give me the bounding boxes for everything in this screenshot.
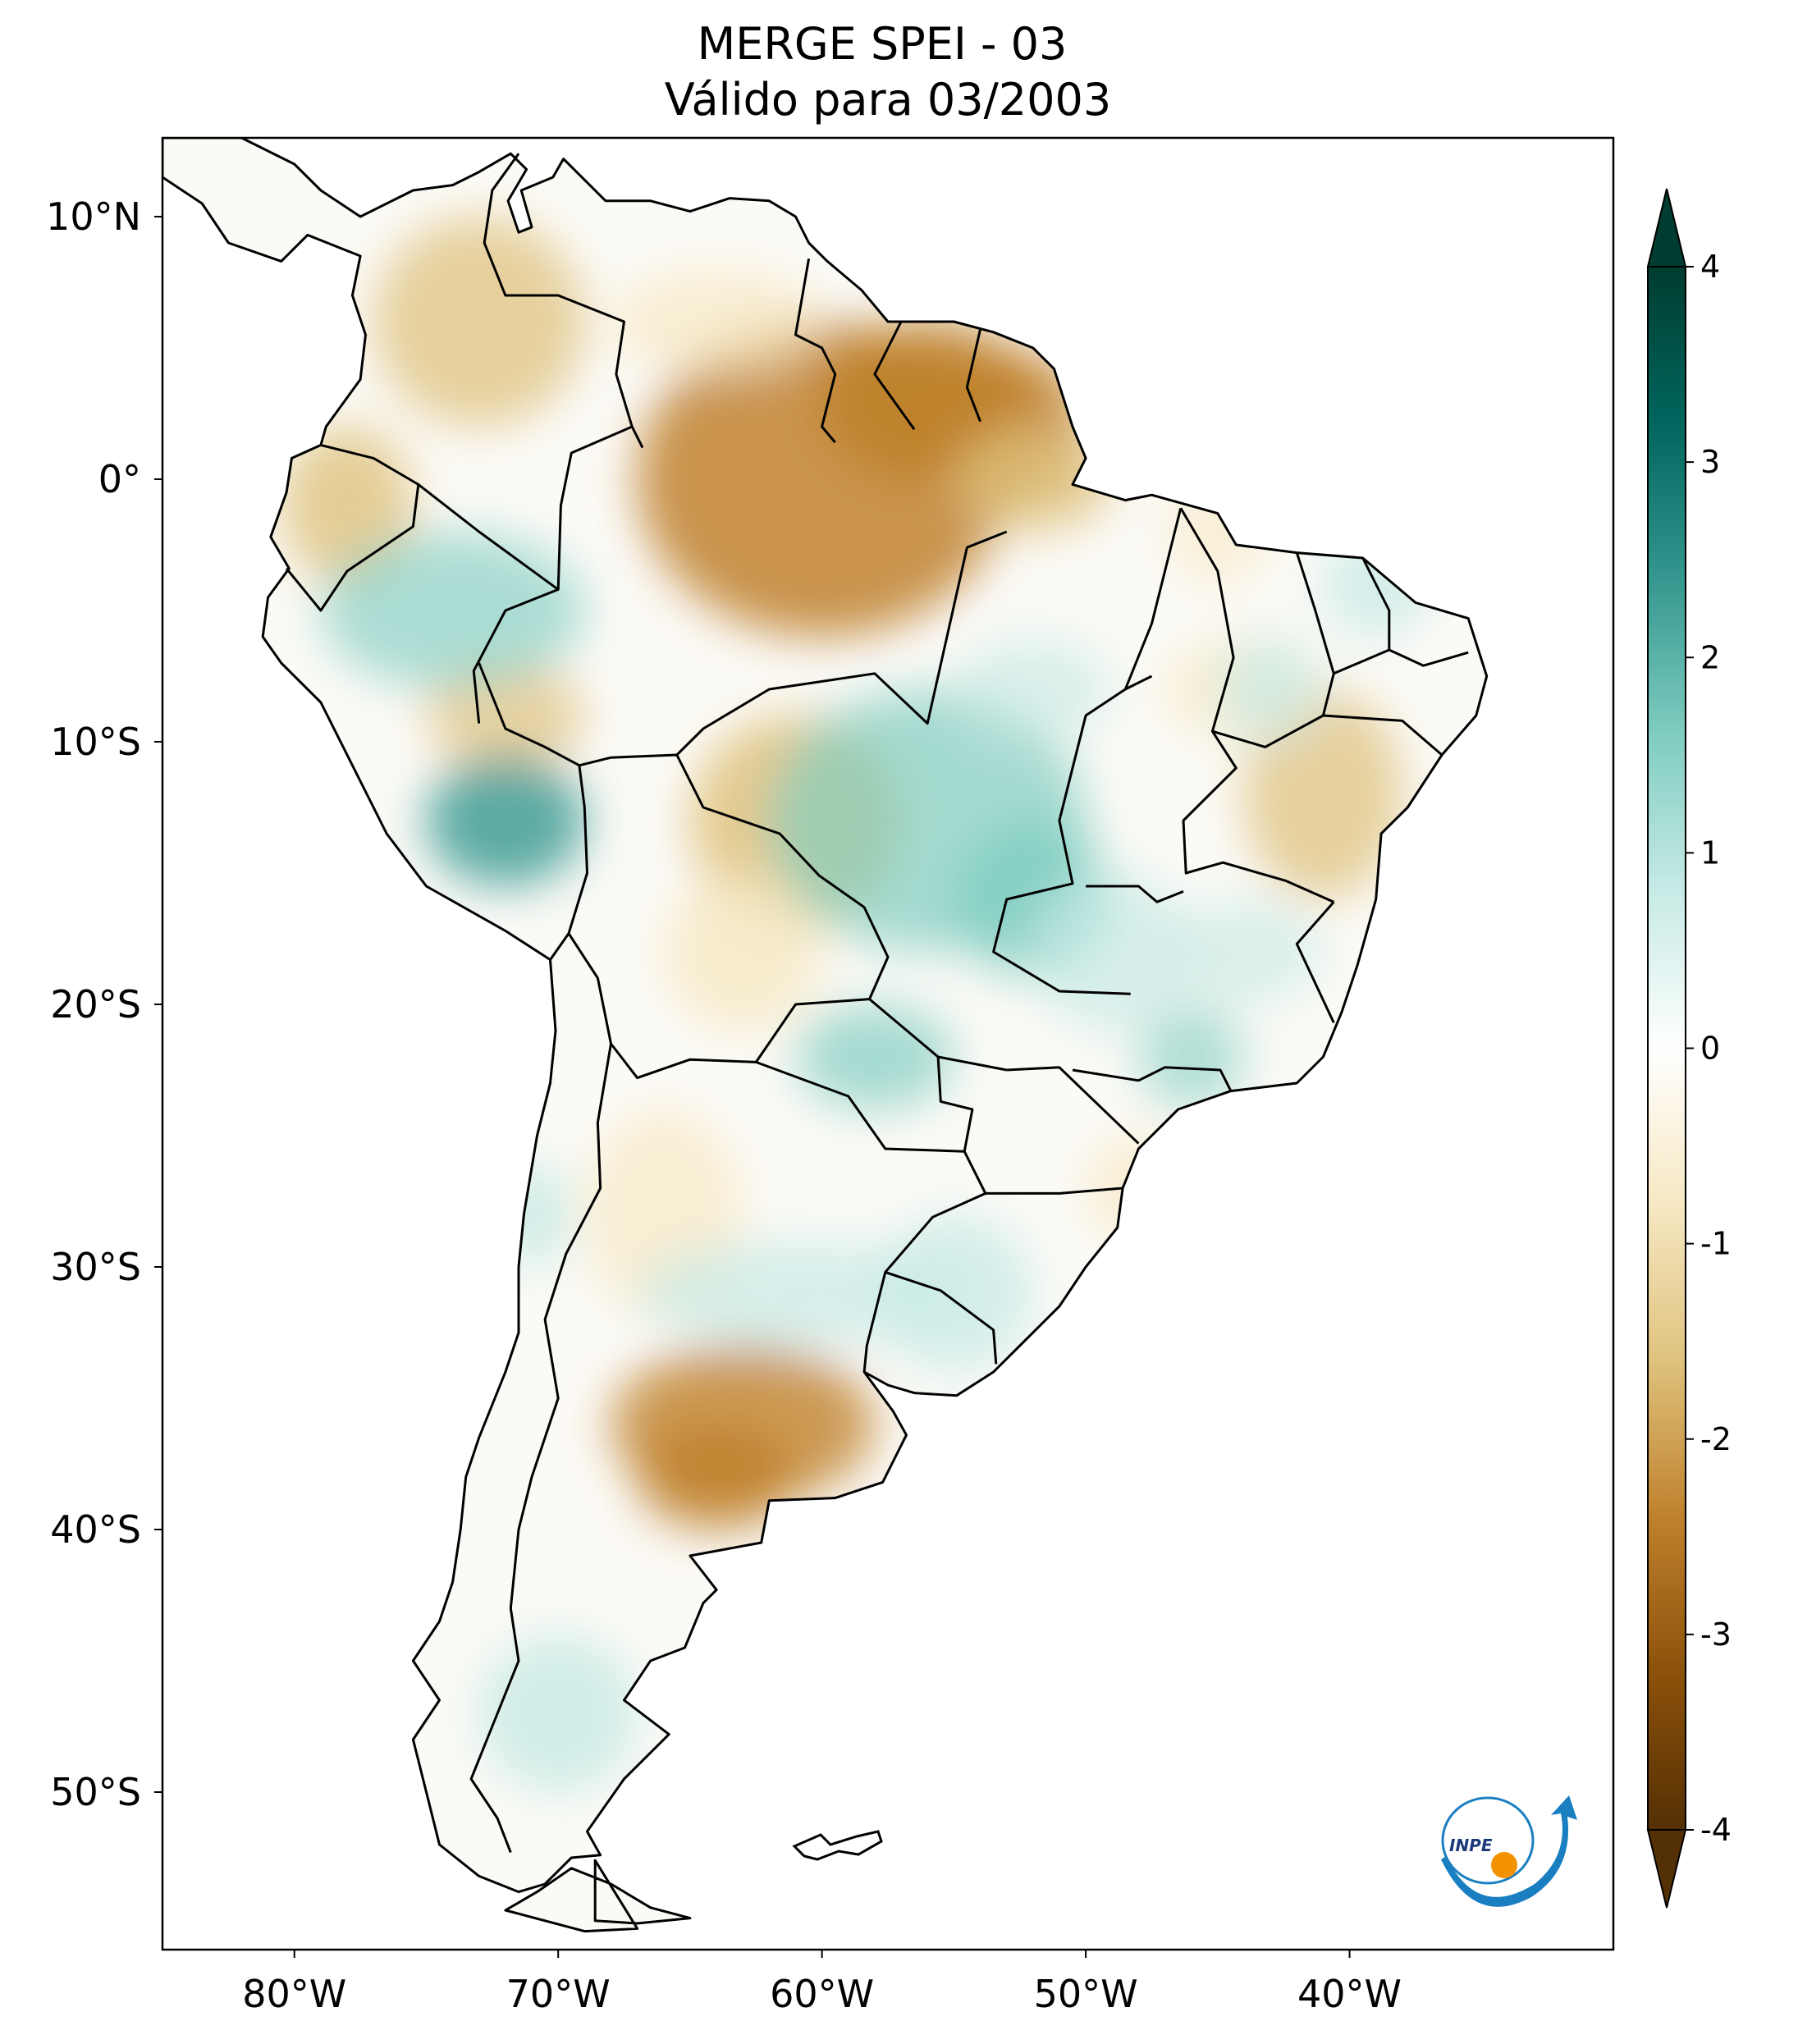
latitude-ticks: 10°N 0° 10°S 20°S 30°S 40°S 50°S xyxy=(46,194,162,1814)
lon-tick-label: 40°W xyxy=(1297,1972,1402,2016)
border-line xyxy=(417,425,633,591)
border-line xyxy=(873,321,916,431)
map-title: MERGE SPEI - 03 xyxy=(698,18,1068,70)
border-line xyxy=(483,153,644,449)
spei-anomaly-patch xyxy=(954,637,1113,742)
border-line xyxy=(285,443,420,612)
spei-field xyxy=(162,138,1487,1932)
colorbar-extend-top xyxy=(1646,188,1687,268)
border-line xyxy=(1086,885,1184,903)
spei-anomaly-patch xyxy=(1164,899,1324,1004)
spei-anomaly-patch xyxy=(320,532,585,689)
colorbar-tick-label: 4 xyxy=(1700,249,1720,285)
longitude-ticks: 80°W 70°W 60°W 50°W 40°W xyxy=(242,1950,1402,2016)
coastline xyxy=(162,138,1489,1933)
lat-tick-label: 10°S xyxy=(50,720,141,764)
logo-dot-icon xyxy=(1491,1852,1517,1878)
lon-tick-label: 80°W xyxy=(242,1972,346,2016)
map-subtitle: Válido para 03/2003 xyxy=(665,74,1111,126)
country-borders xyxy=(285,153,1469,1854)
spei-anomaly-patch xyxy=(478,1635,638,1792)
colorbar-tick-label: 1 xyxy=(1700,835,1720,871)
colorbar-tick-label: -4 xyxy=(1700,1812,1732,1848)
spei-anomaly-patch xyxy=(426,663,585,768)
colorbar-tick-label: 0 xyxy=(1700,1031,1720,1067)
spei-anomaly-patch xyxy=(954,427,1113,532)
logo-orbit-icon xyxy=(1441,1796,1535,1885)
spei-anomaly-patch xyxy=(875,1214,1033,1372)
inpe-logo: INPE xyxy=(1441,1795,1577,1907)
lat-tick-label: 0° xyxy=(98,457,141,501)
colorbar-ticks: 4 3 2 1 0 -1 -2 -3 -4 xyxy=(1686,249,1732,1848)
border-line xyxy=(1323,714,1443,757)
lat-tick-label: 30°S xyxy=(50,1245,141,1289)
spei-anomaly-patch xyxy=(1138,1004,1244,1109)
anomaly-blobs xyxy=(281,217,1429,1792)
border-line xyxy=(675,530,1008,757)
logo-text: INPE xyxy=(1449,1836,1493,1855)
border-line xyxy=(1006,1066,1140,1145)
colorbar-tick-label: -3 xyxy=(1700,1616,1732,1653)
border-line xyxy=(472,588,559,724)
border-line xyxy=(1179,507,1334,903)
border-line xyxy=(478,662,588,961)
lon-tick-label: 70°W xyxy=(506,1972,611,2016)
spei-anomaly-patch xyxy=(795,1004,954,1109)
border-line xyxy=(1124,674,1153,691)
colorbar-ramp xyxy=(1647,266,1686,1831)
colorbar-extend-bottom xyxy=(1646,1829,1687,1909)
border-line xyxy=(937,1055,1007,1072)
falkland-islands xyxy=(792,1830,883,1861)
map-frame xyxy=(161,136,1615,1951)
lat-tick-label: 50°S xyxy=(50,1770,141,1814)
border-line xyxy=(794,258,837,444)
logo-arrow-icon xyxy=(1441,1795,1577,1907)
borders xyxy=(162,138,1489,1933)
border-line xyxy=(579,753,890,1063)
spei-anomaly-patch xyxy=(637,1241,954,1346)
lat-tick-label: 20°S xyxy=(50,982,141,1027)
border-line xyxy=(1072,1066,1233,1092)
spei-anomaly-patch xyxy=(637,1424,796,1530)
lat-tick-label: 10°N xyxy=(46,194,141,239)
border-line xyxy=(469,1043,612,1854)
spei-anomaly-patch xyxy=(426,755,585,886)
spei-anomaly-patch xyxy=(373,217,585,427)
border-line xyxy=(755,998,974,1153)
border-line xyxy=(1295,901,1335,1024)
colorbar-tick-label: -1 xyxy=(1700,1226,1732,1262)
colorbar-tick-label: 3 xyxy=(1700,444,1720,480)
border-line xyxy=(862,1150,987,1373)
border-line xyxy=(567,932,757,1080)
border-line xyxy=(1333,648,1390,675)
border-line xyxy=(1211,552,1335,748)
border-line xyxy=(992,507,1183,995)
lon-tick-label: 60°W xyxy=(770,1972,874,2016)
lat-tick-label: 40°S xyxy=(50,1507,141,1552)
spei-anomaly-patch xyxy=(663,873,822,1031)
colorbar: 4 3 2 1 0 -1 -2 -3 -4 xyxy=(1646,188,1732,1909)
spei-anomaly-patch xyxy=(611,269,822,374)
colorbar-tick-label: 2 xyxy=(1700,639,1720,675)
spei-anomaly-patch xyxy=(1244,689,1402,899)
colorbar-tick-label: -2 xyxy=(1700,1421,1732,1457)
spei-anomaly-patch xyxy=(1217,637,1324,742)
border-line xyxy=(965,329,981,423)
border-line xyxy=(985,1187,1123,1195)
lon-tick-label: 50°W xyxy=(1034,1972,1138,2016)
border-line xyxy=(885,1270,998,1365)
